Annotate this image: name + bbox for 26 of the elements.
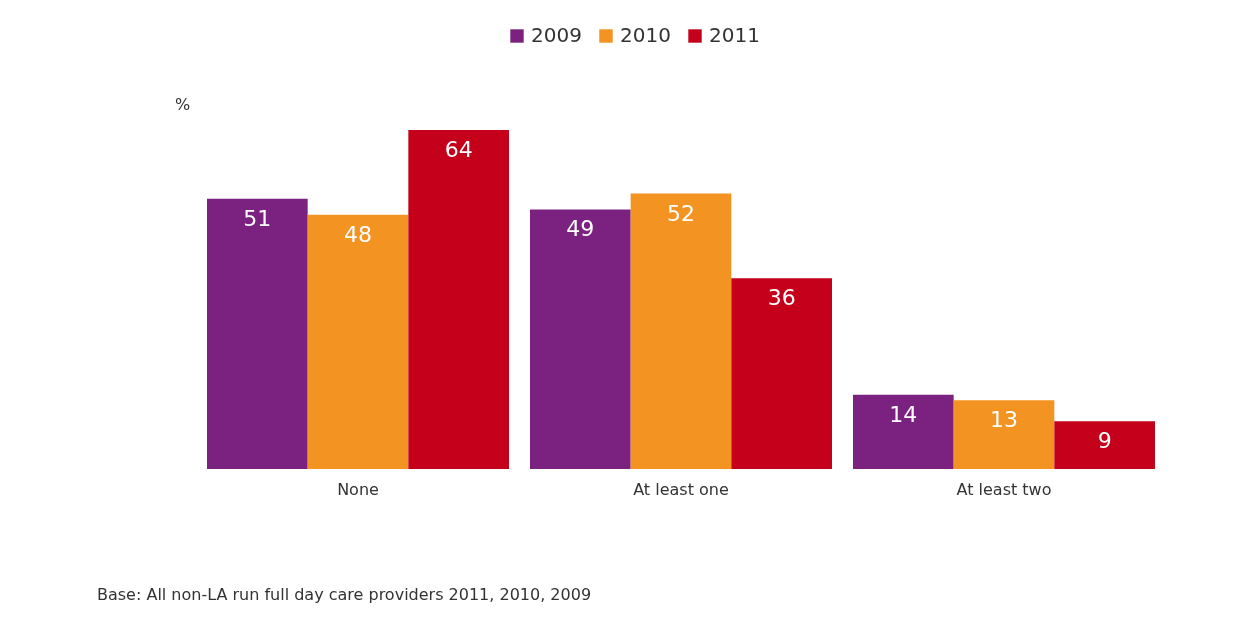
data-label: 9	[1097, 428, 1112, 454]
x-tick-label: At least one	[633, 479, 729, 499]
data-label: 51	[243, 205, 272, 231]
data-label: 64	[444, 137, 473, 162]
y-axis-title: %	[174, 94, 191, 114]
x-tick-label: At least two	[956, 479, 1052, 499]
bar	[307, 214, 409, 469]
bar	[853, 394, 954, 469]
data-label: 48	[344, 221, 372, 247]
bar	[953, 400, 1055, 469]
bar	[207, 198, 308, 469]
bar	[630, 193, 732, 469]
text: Base: All non-LA run full day care providers 2011, 2010, 2009	[97, 585, 592, 604]
data-label: 36	[767, 285, 796, 311]
bar	[731, 278, 832, 469]
data-label: 49	[566, 216, 595, 242]
legend-label: 2009	[531, 23, 582, 47]
data-label: 52	[667, 200, 695, 226]
data-label: 13	[990, 407, 1018, 433]
x-tick-label: None	[337, 479, 379, 499]
legend-label: 2010	[620, 23, 671, 47]
bar	[1054, 421, 1155, 469]
bar	[408, 130, 509, 469]
data-label: 14	[889, 401, 918, 427]
bar	[530, 209, 631, 469]
legend-label: 2011	[709, 23, 760, 47]
